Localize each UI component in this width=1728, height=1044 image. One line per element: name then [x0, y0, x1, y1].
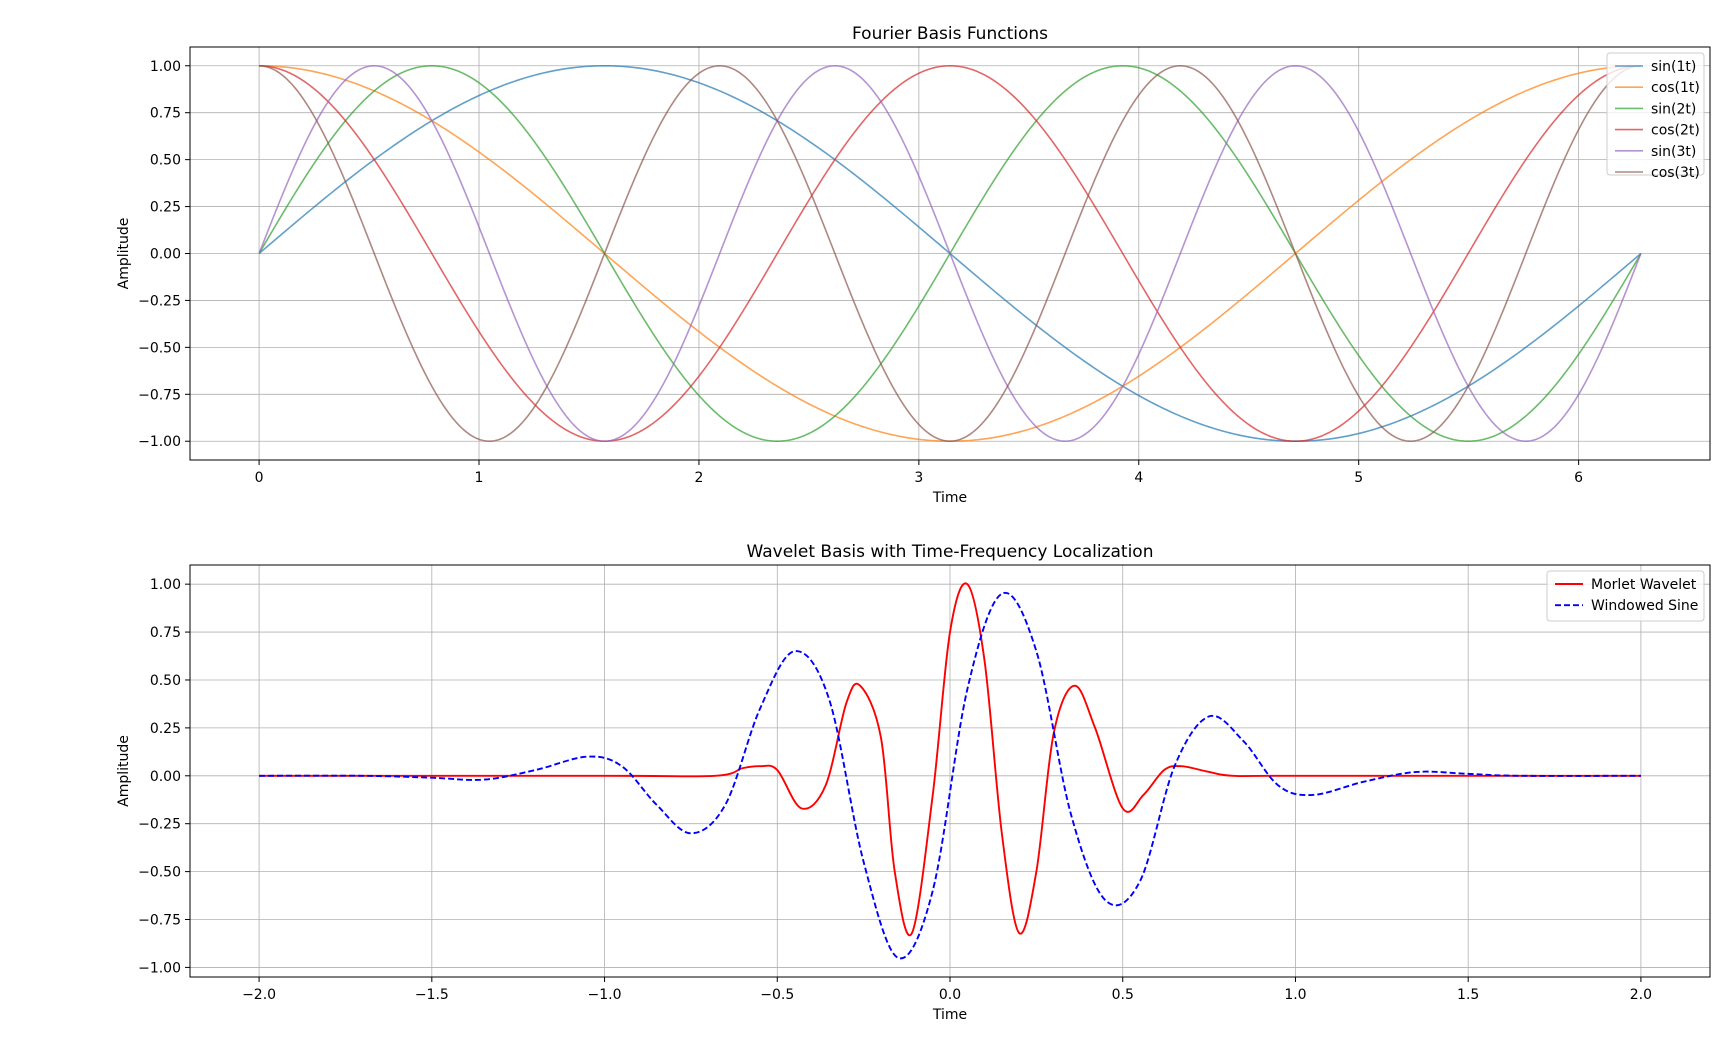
x-tick-label: 0.5 [1112, 987, 1134, 1003]
y-tick-label: 0.50 [150, 153, 181, 169]
series-line-cos-2t [259, 64, 1641, 443]
x-tick-label: 1 [475, 470, 484, 486]
y-tick-label: 0.75 [150, 106, 181, 122]
x-tick-label: 1.0 [1284, 987, 1306, 1003]
y-tick-label: −0.50 [138, 340, 181, 356]
y-tick-label: −0.25 [138, 293, 181, 309]
y-tick-label: 0.50 [150, 673, 181, 689]
y-tick-label: −0.75 [138, 913, 181, 929]
x-tick-label: 0.0 [939, 987, 961, 1003]
series-group [259, 582, 1641, 960]
y-tick-label: −1.00 [138, 960, 181, 976]
legend: Morlet Wavelet Windowed Sine [1546, 570, 1705, 622]
y-axis-label: Amplitude [116, 735, 132, 807]
y-tick-label: 0.25 [150, 200, 181, 216]
y-tick-label: −0.50 [138, 865, 181, 881]
y-tick-label: 0.75 [150, 625, 181, 641]
legend-box [1546, 570, 1705, 622]
x-tick-label: 0 [255, 470, 264, 486]
x-tick-label: −0.5 [760, 987, 794, 1003]
y-tick-label: −1.00 [138, 434, 181, 450]
legend-label: cos(2t) [1651, 123, 1700, 139]
y-tick-label: 0.00 [150, 769, 181, 785]
legend-label: sin(1t) [1651, 59, 1696, 75]
legend: sin(1t) cos(1t) sin(2t) cos(2t) sin(3t) cos(3… [1606, 52, 1705, 181]
y-tick-label: 1.00 [150, 59, 181, 75]
legend-label: Morlet Wavelet [1591, 577, 1697, 593]
series-line-cos-3t [259, 64, 1641, 443]
y-axis-label: Amplitude [116, 218, 132, 290]
x-tick-label: −1.5 [415, 987, 449, 1003]
x-tick-label: 3 [914, 470, 923, 486]
x-tick-label: 6 [1574, 470, 1583, 486]
chart-title: Fourier Basis Functions [852, 24, 1048, 44]
series-line-sin-3t [258, 64, 1642, 443]
y-tick-label: 0.25 [150, 721, 181, 737]
legend-box [1606, 52, 1705, 176]
x-tick-label: −1.0 [588, 987, 622, 1003]
x-tick-label: 4 [1134, 470, 1143, 486]
x-tick-label: −2.0 [242, 987, 276, 1003]
series-line-morlet-wavelet [259, 582, 1641, 937]
y-tick-label: −0.75 [138, 387, 181, 403]
legend-label: cos(1t) [1651, 80, 1700, 96]
x-tick-label: 1.5 [1457, 987, 1479, 1003]
y-tick-label: −0.25 [138, 817, 181, 833]
y-tick-label: 1.00 [150, 577, 181, 593]
legend-label: Windowed Sine [1591, 598, 1698, 614]
x-axis-label: Time [932, 1007, 967, 1023]
x-tick-label: 5 [1354, 470, 1363, 486]
x-axis-label: Time [932, 490, 967, 506]
series-group [258, 64, 1642, 443]
legend-label: sin(3t) [1651, 144, 1696, 160]
y-tick-label: 0.00 [150, 247, 181, 263]
fourier-panel: 0 1 2 3 4 5 6 1.00 0.75 0.50 0.25 0.00 −0.25 −0.50 −0.… [116, 24, 1711, 506]
wavelet-panel: −2.0 −1.5 −1.0 −0.5 0.0 0.5 1.0 1.5 2.0 1.00 0.75 0… [116, 542, 1711, 1023]
x-tick-label: 2 [694, 470, 703, 486]
legend-label: cos(3t) [1651, 165, 1700, 181]
legend-label: sin(2t) [1651, 101, 1696, 117]
chart-title: Wavelet Basis with Time-Frequency Locali… [747, 542, 1154, 562]
x-tick-label: 2.0 [1630, 987, 1652, 1003]
